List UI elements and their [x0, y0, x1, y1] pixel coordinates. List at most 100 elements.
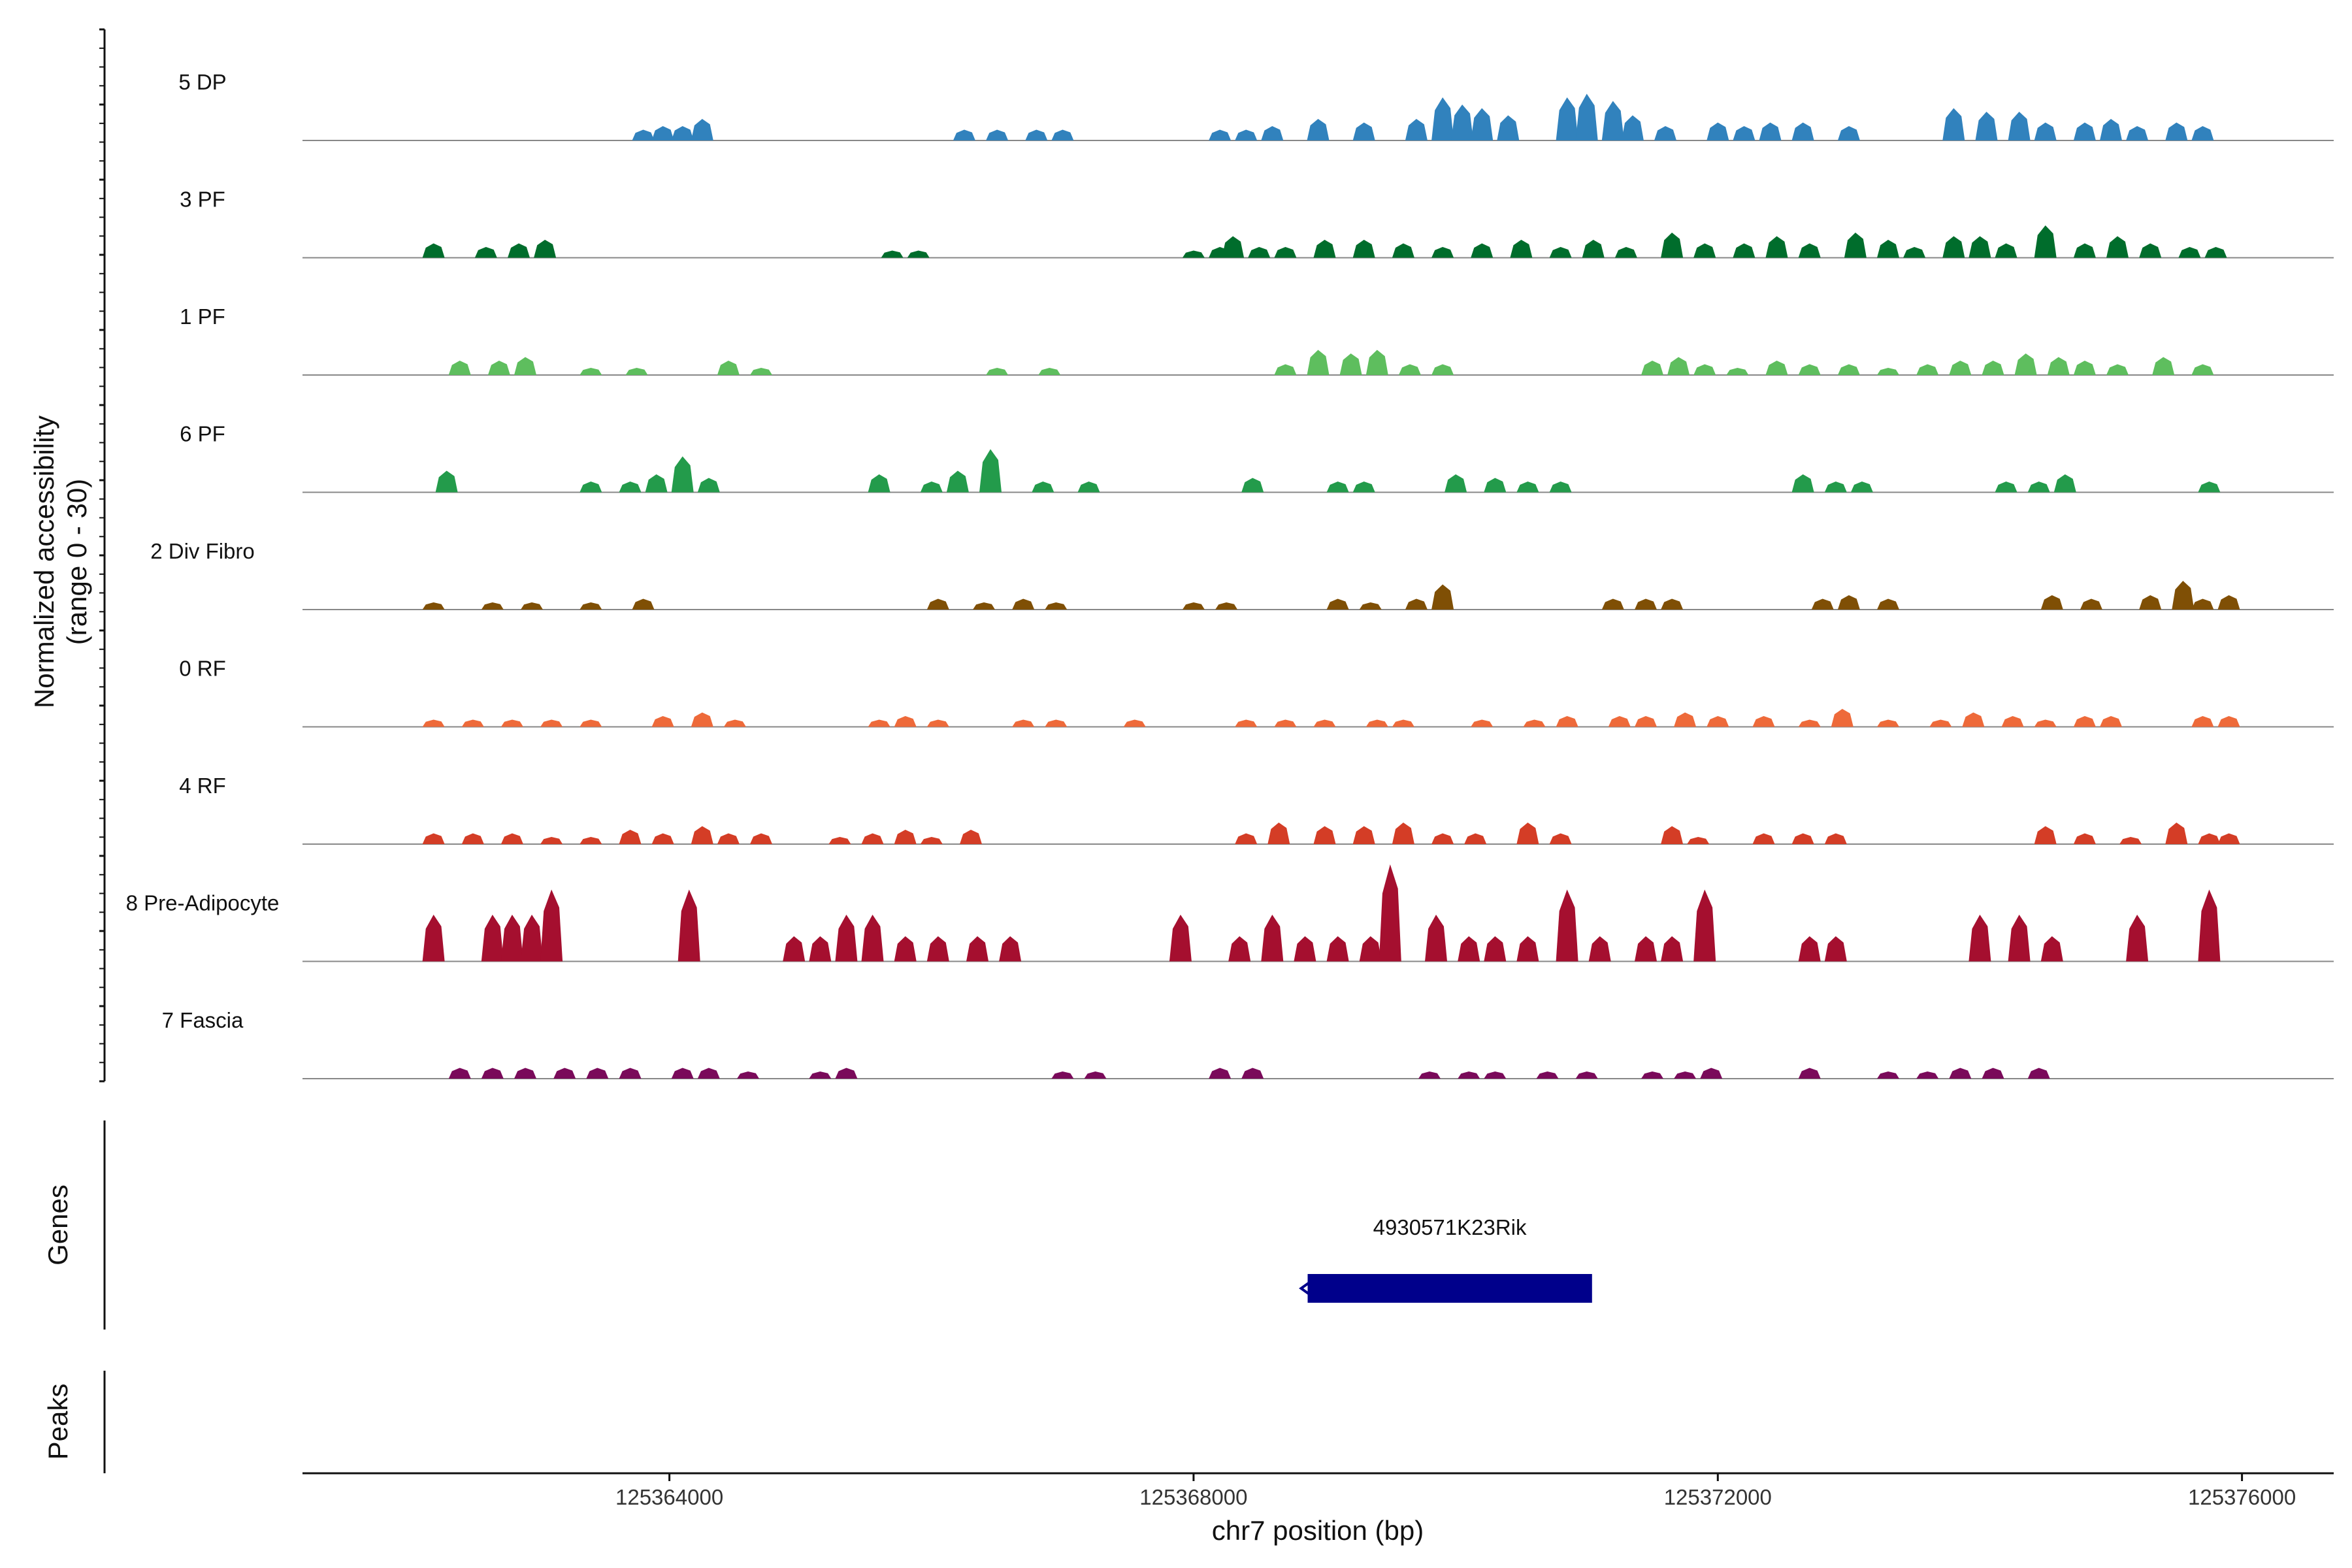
coverage-peak	[1405, 119, 1428, 140]
coverage-peak	[2198, 482, 2221, 493]
coverage-peak	[1045, 602, 1068, 610]
coverage-peak	[2191, 364, 2214, 375]
coverage-peak	[1903, 247, 1926, 258]
track-label: 2 Div Fibro	[150, 539, 255, 563]
coverage-peak	[1641, 1071, 1663, 1079]
coverage-peak	[521, 602, 543, 610]
coverage-peak	[1877, 240, 1899, 258]
coverage-peak	[1405, 598, 1428, 610]
y-axis-title: Normalized accessibility (range 0 - 30)	[29, 416, 92, 708]
coverage-peak	[1667, 357, 1690, 375]
coverage-peak	[651, 126, 674, 140]
coverage-peak	[1949, 1068, 1972, 1079]
coverage-peak	[586, 1068, 609, 1079]
coverage-peak	[691, 826, 713, 844]
x-axis-title: chr7 position (bp)	[1212, 1515, 1424, 1546]
coverage-peak	[1877, 1071, 1899, 1079]
coverage-peak	[1326, 936, 1349, 962]
coverage-peak	[461, 833, 484, 844]
coverage-peak	[1418, 1071, 1441, 1079]
coverage-peak	[2165, 823, 2188, 844]
coverage-peak	[1824, 833, 1847, 844]
coverage-peak	[1241, 478, 1264, 493]
coverage-peak	[691, 712, 713, 727]
coverage-peak	[448, 1068, 471, 1079]
coverage-peak	[2119, 837, 2142, 844]
coverage-peak	[1556, 97, 1578, 140]
coverage-peak	[1982, 361, 2004, 375]
coverage-peak	[1837, 595, 1860, 610]
coverage-peak	[645, 474, 668, 493]
coverage-peak	[1359, 602, 1382, 610]
coverage-peak	[2126, 126, 2149, 140]
track-label: 6 PF	[180, 422, 225, 446]
coverage-peak	[678, 889, 700, 962]
coverage-peak	[1267, 823, 1290, 844]
track-5-dp: 5 DP	[178, 70, 2334, 141]
coverage-peak	[691, 119, 713, 140]
coverage-peak	[1182, 250, 1205, 258]
coverage-peak	[717, 361, 740, 375]
coverage-peak	[1975, 112, 1998, 140]
coverage-peak	[697, 1068, 720, 1079]
coverage-peak	[1352, 826, 1375, 844]
coverage-peak	[1995, 243, 2017, 258]
coverage-peak	[1425, 915, 1447, 962]
coverage-peak	[1510, 240, 1533, 258]
coverage-peak	[2139, 595, 2162, 610]
coverage-peak	[783, 936, 806, 962]
coverage-peak	[580, 368, 602, 375]
coverage-peak	[1582, 240, 1605, 258]
coverage-peak	[835, 915, 858, 962]
coverage-peak	[1877, 719, 1899, 727]
coverage-peak	[1484, 936, 1507, 962]
coverage-peak	[1261, 126, 1284, 140]
coverage-peak	[1635, 716, 1657, 727]
coverage-peak	[1051, 1071, 1074, 1079]
coverage-peak	[2073, 243, 2096, 258]
coverage-peak	[2053, 474, 2076, 493]
coverage-peak	[2073, 716, 2096, 727]
coverage-peak	[651, 716, 674, 727]
coverage-peak	[1798, 936, 1821, 962]
coverage-peak	[926, 598, 949, 610]
coverage-peak	[1274, 247, 1297, 258]
coverage-peak	[1365, 719, 1388, 727]
coverage-peak	[1798, 243, 1821, 258]
coverage-peak	[1169, 915, 1192, 962]
coverage-peak	[835, 1068, 858, 1079]
coverage-peak	[1182, 602, 1205, 610]
coverage-peak	[1850, 482, 1873, 493]
coverage-peak	[1844, 233, 1867, 258]
coverage-peak	[1326, 598, 1349, 610]
coverage-peak	[435, 470, 458, 493]
coverage-peak	[481, 915, 504, 962]
coverage-peak	[1077, 482, 1100, 493]
coverage-peak	[1123, 719, 1146, 727]
coverage-peak	[1693, 889, 1716, 962]
coverage-peak	[953, 129, 975, 140]
coverage-peak	[1693, 243, 1716, 258]
coverage-peak	[1700, 1068, 1723, 1079]
x-axis-ticks: 125364000 125368000 125372000 125376000	[615, 1473, 2296, 1509]
coverage-peak	[2014, 353, 2037, 375]
coverage-peak	[2080, 598, 2102, 610]
coverage-peak	[422, 833, 445, 844]
coverage-peak	[1536, 1071, 1559, 1079]
coverage-peak	[2047, 357, 2070, 375]
coverage-peak	[1791, 474, 1814, 493]
coverage-peak	[1084, 1071, 1107, 1079]
coverage-peak	[1392, 243, 1414, 258]
coverage-peak	[1294, 936, 1316, 962]
coverage-peak	[1831, 709, 1854, 727]
track-label: 0 RF	[179, 657, 226, 681]
coverage-peak	[461, 719, 484, 727]
coverage-peak	[1431, 97, 1454, 140]
coverage-peak	[894, 936, 917, 962]
gene-label: 4930571K23Rik	[1373, 1215, 1527, 1239]
coverage-peak	[1635, 936, 1657, 962]
coverage-peak	[1274, 364, 1297, 375]
coverage-peak	[2178, 247, 2201, 258]
coverage-peak	[2027, 1068, 2050, 1079]
coverage-peak	[1032, 482, 1054, 493]
